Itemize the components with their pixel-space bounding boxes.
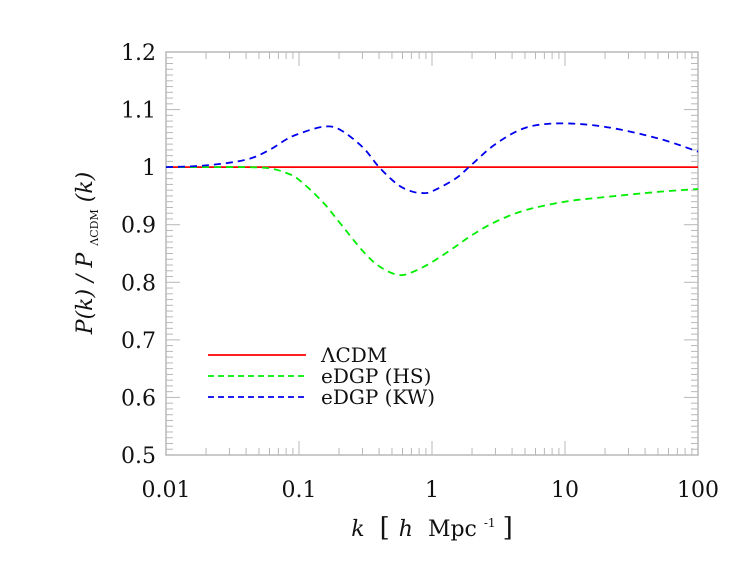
x-axis-title: k [ h Mpc -1 ]	[351, 508, 512, 543]
x-tick-label: 100	[677, 478, 719, 503]
y-tick-label: 0.5	[121, 444, 156, 469]
x-tick-label: 0.1	[282, 478, 317, 503]
series-line-1	[165, 166, 699, 277]
tick-labels: 0.5 0.6 0.7 0.8 0.9 1 1.1 1.2 0.01 0.1 1 10 100	[121, 41, 719, 503]
legend-label: eDGP (KW)	[321, 385, 435, 409]
legend-label: eDGP (HS)	[321, 364, 431, 388]
x-tick-label: 0.01	[142, 478, 191, 503]
x-tick-label: 1	[425, 478, 439, 503]
y-axis-title: P(k) / P ΛCDM (k)	[73, 172, 104, 335]
series-line-2	[165, 122, 699, 195]
axis-ticks	[165, 51, 699, 456]
y-tick-label: 1	[142, 156, 156, 181]
data-series	[165, 122, 699, 277]
y-tick-label: 1.1	[121, 99, 156, 124]
x-title-k: k	[351, 517, 364, 542]
y-tick-label: 0.8	[121, 271, 156, 296]
y-tick-label: 0.7	[121, 329, 156, 354]
x-title-units: Mpc	[428, 517, 477, 542]
x-title-bracket-open: [	[380, 513, 390, 543]
legend-label: ΛCDM	[320, 343, 387, 367]
x-title-exponent: -1	[484, 516, 496, 530]
y-title-tail: (k)	[73, 172, 98, 203]
x-tick-label: 10	[551, 478, 579, 503]
x-title-h: h	[399, 517, 413, 542]
y-tick-label: 0.9	[121, 214, 156, 239]
x-title-bracket-close: ]	[503, 513, 513, 543]
y-tick-label: 1.2	[121, 41, 156, 66]
y-tick-label: 0.6	[121, 386, 156, 411]
y-title-main: P(k) / P	[73, 252, 98, 336]
y-title-subscript: ΛCDM	[88, 209, 101, 246]
